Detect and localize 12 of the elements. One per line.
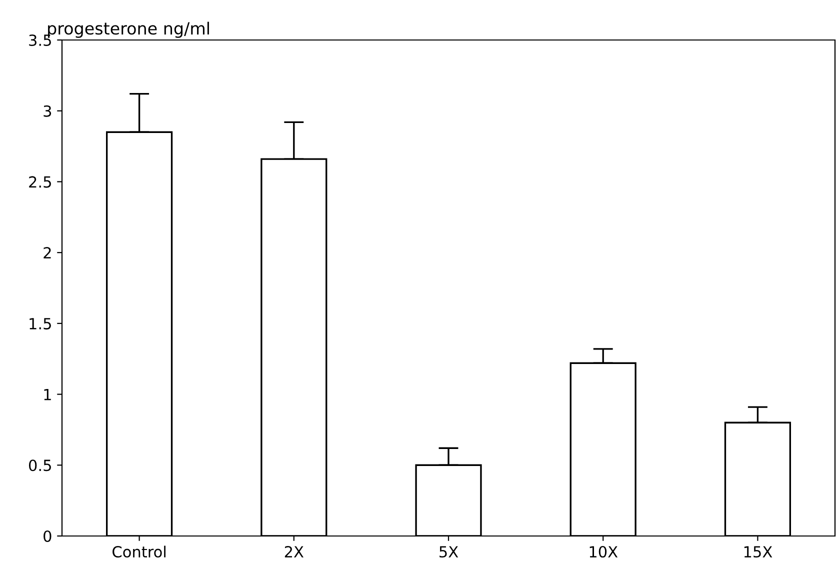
x-tick-label: 5X (440, 546, 458, 558)
x-tick-label: Control (112, 546, 166, 558)
y-tick-label: 0 (44, 530, 52, 542)
x-tick-label: 2X (284, 546, 304, 558)
y-tick-label: 3 (44, 105, 52, 117)
y-tick-label: 1 (44, 388, 51, 400)
y-tick-label: 2 (44, 247, 51, 258)
x-tick-label: 15X (744, 546, 772, 558)
y-tick-label: 2.5 (29, 176, 51, 188)
y-tick-label: 1.5 (30, 318, 51, 330)
y-tick-label: 0.5 (28, 460, 51, 472)
x-tick-label: 10X (590, 546, 618, 558)
